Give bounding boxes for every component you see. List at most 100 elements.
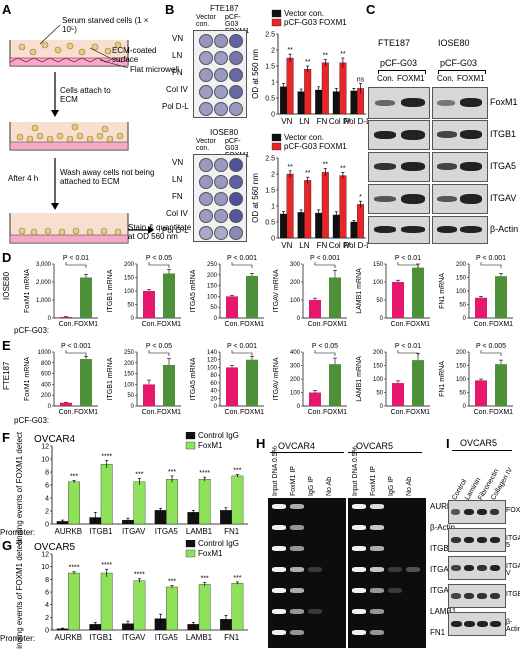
h-lane-ovcar5: FoxM1 IP [370, 466, 377, 496]
b-row-ln-2: LN [172, 175, 183, 184]
bar [133, 481, 146, 525]
h-band [352, 525, 366, 530]
p-value: P < 0.005 [476, 343, 506, 350]
category-label: LN [299, 117, 309, 126]
y-tick-label: 2 [271, 172, 275, 179]
y-tick-label: 12 [41, 552, 49, 559]
bar [304, 180, 312, 239]
y-tick-label: 0 [297, 404, 301, 410]
panel-label-c: C [366, 2, 376, 17]
y-axis-title: LAMB1 mRNA [356, 356, 363, 402]
bar [286, 57, 294, 115]
y-tick-label: 150 [373, 364, 384, 370]
h-bracket-1 [270, 452, 344, 453]
y-tick-label: 200 [124, 361, 135, 367]
b-row-fn-2: FN [172, 192, 183, 201]
y-tick-label: 200 [456, 350, 467, 356]
y-tick-label: 50 [376, 391, 383, 397]
legend-swatch [271, 18, 282, 27]
b-wellplate-fte187 [193, 30, 247, 118]
d-xtitle: pCF-G03: [14, 326, 50, 335]
i-band [490, 593, 500, 599]
b-plate-well [229, 209, 243, 223]
c-lane-foxm1-2: FOXM1 [457, 74, 485, 83]
step-after-4h: After 4 h [8, 174, 39, 183]
category-label: VN [281, 241, 292, 250]
y-tick-label: 80 [210, 373, 217, 379]
y-axis-title: FoxM1 mRNA [24, 357, 31, 401]
h-band [272, 588, 286, 593]
h-band [352, 609, 366, 614]
b-chart-iose80: 0 0.5 1 1.5 2 2.5 ** VN ** LN ** FN ** Col IV * Pol D-L… [251, 133, 368, 250]
i-band [451, 593, 461, 599]
y-tick-label: 100 [456, 377, 467, 383]
category-label: Con. [225, 409, 240, 416]
bar [304, 69, 312, 115]
h-lane-ovcar4: FoxM1 IP [290, 466, 297, 496]
y-tick-label: 250 [124, 350, 135, 356]
bar [100, 572, 113, 631]
y-tick-label: 200 [41, 393, 52, 399]
y-tick-label: 2 [45, 509, 49, 516]
y-tick-label: 200 [290, 377, 301, 383]
c-lane-con-1: Con. [377, 74, 394, 83]
bar [339, 62, 347, 115]
h-band [290, 567, 304, 572]
legend-label: Vector con. [284, 9, 324, 18]
legend-swatch [185, 432, 196, 440]
f-chart-ovcar4: 0 2 4 6 8 10 12 *** AURKB **** ITGB1 *** ITGAV *** ITG… [0, 432, 248, 544]
significance-mark: *** [168, 579, 176, 586]
y-tick-label: 0 [45, 628, 49, 635]
category-label: Con. [474, 409, 489, 416]
category-label: ITGB1 [89, 633, 113, 642]
p-value: P < 0.001 [476, 255, 506, 262]
significance-mark: ns [357, 77, 365, 84]
h-band [290, 504, 304, 509]
category-label: Con. [474, 321, 489, 328]
c-lane-foxm1-1: FOXM1 [397, 74, 425, 83]
b-plate-well [199, 34, 213, 48]
b-plate-well [199, 209, 213, 223]
category-label: Con. [308, 409, 323, 416]
y-tick-label: 120 [207, 358, 218, 364]
y-tick-label: 0 [380, 316, 384, 322]
y-axis-title: ITGAV mRNA [273, 269, 280, 312]
y-tick-label: 0 [45, 522, 49, 529]
i-band [464, 593, 474, 599]
h-band [352, 567, 366, 572]
bar [231, 475, 244, 525]
p-value: P < 0.01 [63, 255, 89, 262]
b-row-coliv-1: Col IV [166, 85, 188, 94]
h-lane-ovcar5: No Ab [406, 476, 413, 496]
y-tick-label: 1.5 [265, 64, 275, 71]
b-plate-well [229, 102, 243, 116]
category-label: FOXM1 [323, 321, 347, 328]
c-cellline-fte187: FTE187 [378, 38, 411, 48]
c-blot-actin-1 [368, 216, 430, 244]
y-tick-label: 200 [456, 262, 467, 268]
category-label: ITGA5 [155, 527, 179, 536]
significance-mark: **** [134, 572, 145, 579]
bar [226, 367, 238, 406]
y-axis-title: ITGA5 mRNA [190, 269, 197, 312]
h-lane-ovcar4: Input DNA 0.5% [272, 446, 279, 496]
significance-bracket [480, 350, 502, 356]
i-protein-label: ITGA-5 [506, 535, 520, 549]
y-tick-label: 0 [380, 404, 384, 410]
panel-label-g: G [2, 538, 13, 553]
legend-label: pCF-G03 FOXM1 [284, 18, 347, 27]
y-axis-title: LAMB1 mRNA [356, 268, 363, 314]
y-axis-title: ITGAV mRNA [273, 357, 280, 400]
significance-mark: **** [199, 470, 210, 477]
y-tick-label: 50 [459, 303, 466, 309]
p-value: P < 0.001 [227, 255, 257, 262]
d-side-label: IOSE80 [2, 271, 11, 300]
g-chart-ovcar5: 0 2 4 6 8 10 12 **** AURKB **** ITGB1 **** ITGAV *** I… [0, 540, 248, 649]
mrna-chart-d2: 0 50 100 150 200 Con. FOXM1 P < 0.05 ITGB1 mRNA [107, 255, 181, 328]
y-tick-label: 0.5 [265, 220, 275, 227]
panel-label-d: D [2, 250, 12, 265]
category-label: ITGAV [122, 527, 146, 536]
y-tick-label: 0 [463, 404, 467, 410]
y-tick-label: 50 [459, 391, 466, 397]
